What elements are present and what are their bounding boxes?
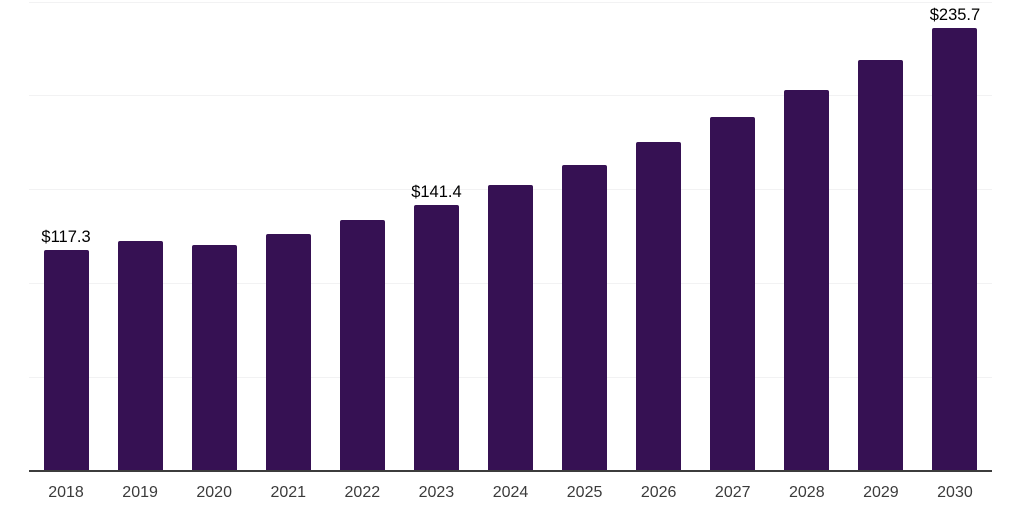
bar-2024[interactable] [488, 185, 533, 470]
x-tick-label-2023: 2023 [418, 484, 455, 501]
bar-2019[interactable] [117, 241, 163, 470]
bar-2018[interactable] [43, 249, 89, 470]
bar-2026[interactable] [636, 142, 682, 470]
bar-2025[interactable] [562, 165, 608, 470]
bar-2027[interactable] [710, 117, 756, 470]
bar-2021[interactable] [265, 234, 311, 470]
x-tick-label-2022: 2022 [344, 484, 381, 501]
x-tick-label-2030: 2030 [937, 484, 973, 501]
x-tick-label-2018: 2018 [48, 484, 84, 501]
x-tick-label-2019: 2019 [122, 484, 158, 501]
x-tick-label-2026: 2026 [640, 484, 677, 501]
gridline-200 [29, 95, 992, 97]
bar-2030[interactable] [932, 27, 978, 470]
x-tick-label-2020: 2020 [196, 484, 232, 501]
x-tick-label-2029: 2029 [863, 484, 899, 501]
value-label-2018: $117.3 [41, 227, 91, 246]
value-label-2023: $141.4 [411, 182, 462, 201]
bar-2023[interactable] [413, 204, 459, 470]
x-tick-label-2028: 2028 [789, 484, 825, 501]
x-tick-label-2027: 2027 [714, 484, 751, 501]
gridline-250 [29, 1, 992, 3]
x-axis-line [29, 470, 992, 472]
bar-2020[interactable] [191, 245, 237, 470]
value-label-2030: $235.7 [929, 5, 981, 24]
x-tick-label-2021: 2021 [270, 484, 307, 501]
x-tick-label-2024: 2024 [492, 484, 529, 501]
bar-2028[interactable] [784, 90, 830, 470]
x-tick-label-2025: 2025 [566, 484, 603, 501]
bar-2029[interactable] [858, 60, 904, 470]
bar-2022[interactable] [339, 220, 385, 470]
